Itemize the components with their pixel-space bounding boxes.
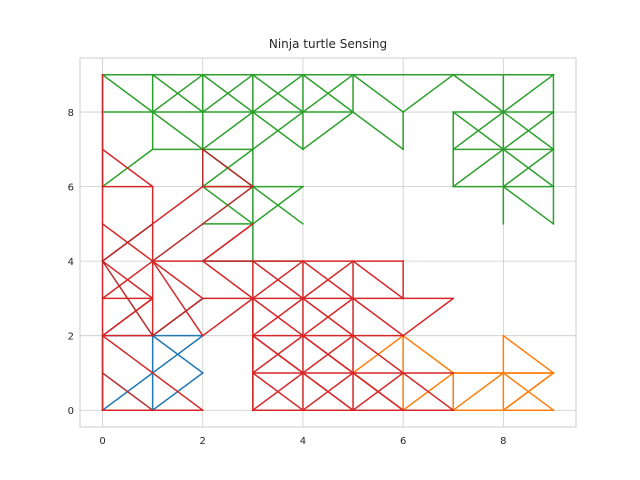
series-segment — [502, 334, 555, 375]
series-segment — [151, 297, 204, 337]
series-4 — [101, 148, 254, 412]
series-segment — [201, 110, 254, 151]
series-segment — [402, 334, 455, 375]
x-tick-label: 4 — [300, 436, 306, 447]
series-segment — [201, 260, 254, 300]
series-segment — [251, 260, 304, 300]
series-segment — [352, 297, 405, 337]
series-segment — [151, 222, 204, 263]
chart-title: Ninja turtle Sensing — [269, 37, 387, 51]
series-segment — [301, 371, 355, 412]
series-segment — [101, 297, 154, 337]
series-segment — [201, 148, 254, 188]
x-tick-label: 2 — [200, 436, 206, 447]
series-segment — [151, 334, 204, 375]
series-segment — [402, 297, 455, 337]
series-segment — [151, 110, 204, 151]
y-tick-label: 0 — [68, 406, 74, 417]
series-segment — [101, 371, 154, 412]
y-tick-label: 6 — [68, 183, 74, 194]
series-segment — [101, 260, 154, 337]
x-tick-label: 0 — [99, 436, 105, 447]
series-segment — [101, 148, 154, 188]
series-segment — [101, 334, 154, 375]
series-segment — [502, 371, 555, 412]
y-tick-label: 8 — [68, 108, 74, 119]
series-segment — [352, 73, 405, 114]
y-tick-label: 2 — [68, 332, 74, 343]
series-segment — [352, 110, 405, 151]
plot-frame — [79, 57, 577, 428]
x-tick-label: 8 — [500, 436, 506, 447]
plot-area — [101, 73, 555, 412]
series-segment — [101, 73, 154, 114]
series-segment — [101, 260, 154, 300]
series-segment — [201, 222, 254, 263]
series-segment — [352, 371, 405, 412]
axis-ticks: 0 2 4 6 8 0 2 4 6 8 — [68, 108, 507, 447]
series-segment — [402, 73, 455, 114]
series-segment — [301, 110, 355, 151]
series-segment — [201, 185, 254, 225]
series-segment — [251, 297, 304, 337]
series-segment — [301, 73, 355, 114]
series-segment — [452, 371, 505, 412]
series-segment — [151, 73, 204, 114]
series-segment — [352, 334, 405, 375]
series-segment — [502, 110, 555, 151]
series-segment — [352, 260, 405, 300]
series-segment — [502, 73, 555, 114]
series-segment — [251, 73, 304, 114]
series-segment — [452, 73, 505, 114]
series-segment — [101, 222, 154, 263]
series-segment — [402, 371, 455, 412]
series-segment — [301, 334, 355, 375]
series-segment — [251, 110, 304, 151]
series-segment — [251, 185, 304, 225]
series-segment — [452, 148, 505, 188]
series-segment — [151, 260, 204, 337]
series-3 — [101, 74, 455, 412]
y-tick-label: 4 — [68, 257, 74, 268]
series-segment — [502, 148, 555, 188]
series-segment — [502, 185, 555, 225]
series-segment — [151, 260, 204, 300]
x-tick-label: 6 — [400, 436, 406, 447]
series-segment — [151, 185, 204, 225]
series-segment — [251, 334, 304, 375]
series-segment — [201, 297, 254, 337]
series-segment — [151, 371, 204, 412]
series-segment — [201, 73, 254, 114]
series-segment — [452, 110, 505, 151]
series-segment — [301, 297, 355, 337]
series-segment — [301, 260, 355, 300]
